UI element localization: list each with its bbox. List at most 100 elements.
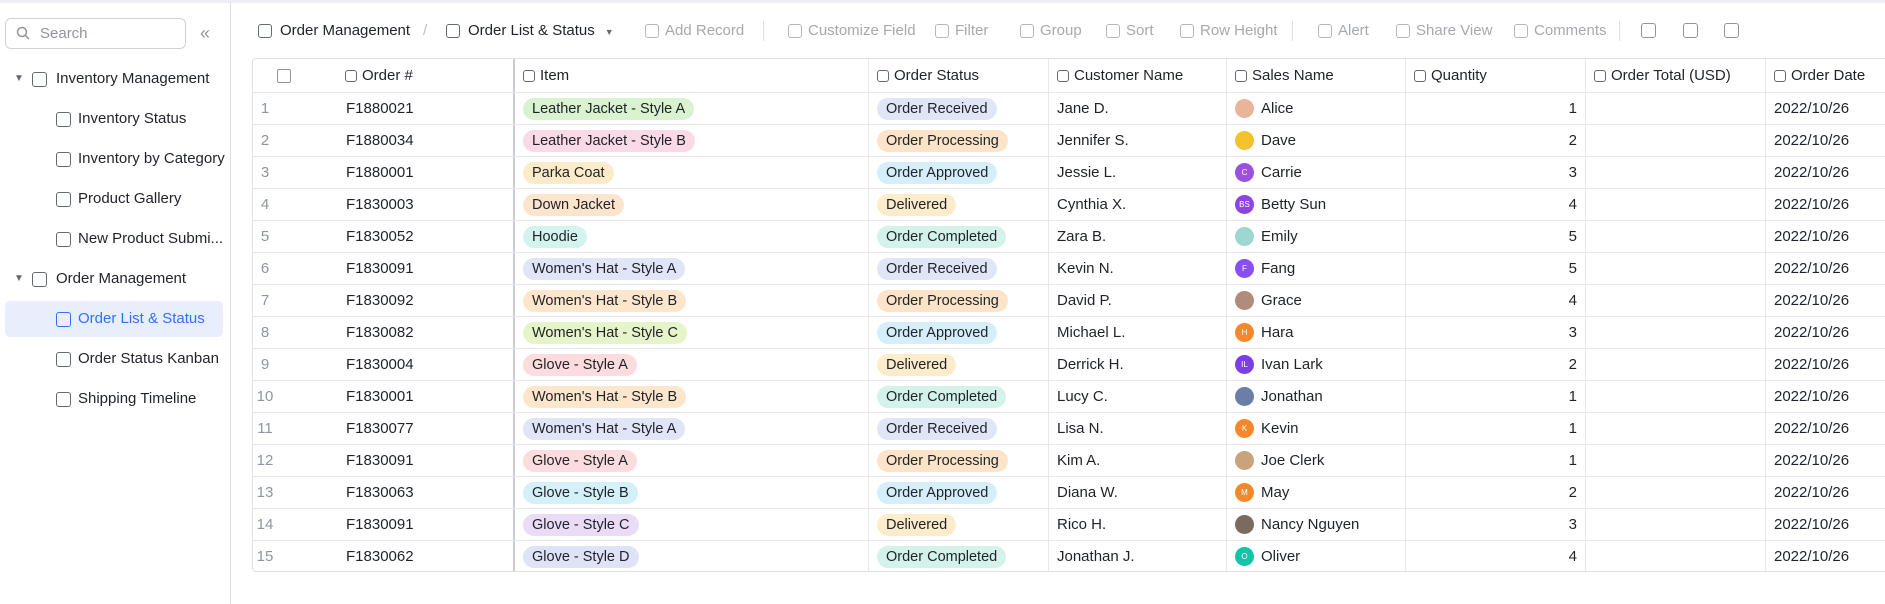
cell: 2022/10/26 (1766, 221, 1885, 252)
cell: Order Processing (869, 125, 1049, 156)
header-cell[interactable]: Order Total (USD) (1586, 59, 1766, 92)
breadcrumb-item[interactable]: Order Management (280, 22, 411, 39)
cell (1586, 221, 1766, 252)
tree-child[interactable]: Inventory by Category (5, 141, 225, 177)
tree-child[interactable]: Shipping Timeline (5, 381, 223, 417)
search-box[interactable]: Search (5, 18, 186, 49)
tree-child[interactable]: Order List & Status (5, 301, 223, 337)
table-row[interactable]: 2 F1880034 Leather Jacket - Style B Order P… (253, 125, 1885, 157)
cell: Order Approved (869, 157, 1049, 188)
toolbar-action[interactable]: Filter (935, 17, 988, 45)
toolbar-action[interactable]: Group (1020, 17, 1082, 45)
tree-child[interactable]: Product Gallery (5, 181, 223, 217)
cell: F1880021 (337, 93, 515, 124)
icon (788, 24, 802, 39)
toolbar-action[interactable]: Alert (1318, 17, 1369, 45)
table-row[interactable]: 3 F1880001 Parka Coat Order Approved Jessie … (253, 157, 1885, 189)
header-cell[interactable]: Order Date (1766, 59, 1885, 92)
quantity: 1 (1568, 388, 1577, 405)
column-header: Order Date (1791, 67, 1866, 84)
cell: 2022/10/26 (1766, 381, 1885, 412)
cell: 2022/10/26 (1766, 125, 1885, 156)
toolbar-icon[interactable] (1683, 23, 1698, 38)
table-row[interactable]: 13 F1830063 Glove - Style B Order Approved D… (253, 477, 1885, 509)
view-name[interactable]: Order List & Status ▼ (446, 17, 614, 45)
cell: Leather Jacket - Style B (515, 125, 869, 156)
cell: 4 (1406, 285, 1586, 316)
table-row[interactable]: 6 F1830091 Women's Hat - Style A Order Rece… (253, 253, 1885, 285)
cell: H Hara (1227, 317, 1406, 348)
tree-group[interactable]: ▼ Order Management (5, 261, 223, 297)
avatar (1235, 131, 1254, 150)
tree-child[interactable]: Order Status Kanban (5, 341, 223, 377)
cell: F1830091 (337, 445, 515, 476)
view-label: Inventory Status (78, 110, 187, 127)
header-cell[interactable]: Customer Name (1049, 59, 1227, 92)
sales-name: Joe Clerk (1261, 452, 1325, 469)
view-icon (56, 192, 71, 207)
avatar: C (1235, 163, 1254, 182)
order-date: 2022/10/26 (1774, 164, 1850, 181)
toolbar-action[interactable]: Customize Field (788, 17, 916, 45)
table-row[interactable]: 12 F1830091 Glove - Style A Order Processin… (253, 445, 1885, 477)
tree-group[interactable]: ▼ Inventory Management (5, 61, 223, 97)
breadcrumb-sep: / (423, 22, 428, 39)
view-label: Product Gallery (78, 190, 182, 207)
order-date: 2022/10/26 (1774, 420, 1850, 437)
table-row[interactable]: 8 F1830082 Women's Hat - Style C Order Appr… (253, 317, 1885, 349)
collapse-button[interactable]: « (200, 23, 211, 43)
order-number: F1880021 (346, 100, 414, 117)
cell: Parka Coat (515, 157, 869, 188)
main: Order Management / Order List & Status ▼ Add… (231, 0, 1885, 604)
cell: 2022/10/26 (1766, 413, 1885, 444)
status-tag: Order Approved (877, 481, 998, 504)
customer-name: David P. (1057, 292, 1112, 309)
tree-child[interactable]: Inventory Status (5, 101, 223, 137)
view-label: Order List & Status (78, 310, 205, 327)
table-row[interactable]: 9 F1830004 Glove - Style A Delivered Derrick… (253, 349, 1885, 381)
cell: F1830077 (337, 413, 515, 444)
toolbar-action[interactable]: Share View (1396, 17, 1492, 45)
cell: IL Ivan Lark (1227, 349, 1406, 380)
cell: 14 (253, 509, 337, 540)
cell: F1830091 (337, 509, 515, 540)
cell: 11 (253, 413, 337, 444)
header-cell[interactable]: Sales Name (1227, 59, 1406, 92)
column-header: Sales Name (1252, 67, 1334, 84)
toolbar-icon[interactable] (1724, 23, 1739, 38)
toolbar-action[interactable]: Comments (1514, 17, 1607, 45)
action-label: Alert (1338, 22, 1369, 39)
sales-name: Oliver (1261, 548, 1301, 565)
order-number: F1830091 (346, 452, 414, 469)
table-row[interactable]: 15 F1830062 Glove - Style D Order Completed… (253, 541, 1885, 571)
table-row[interactable]: 1 F1880021 Leather Jacket - Style A Order R… (253, 93, 1885, 125)
table-row[interactable]: 7 F1830092 Women's Hat - Style B Order Proc… (253, 285, 1885, 317)
table-row[interactable]: 10 F1830001 Women's Hat - Style B Order Com… (253, 381, 1885, 413)
quantity: 1 (1568, 420, 1577, 437)
row-number: 14 (256, 516, 274, 533)
cell (1586, 125, 1766, 156)
table-row[interactable]: 14 F1830091 Glove - Style C Delivered Rico H… (253, 509, 1885, 541)
sales-name: Alice (1261, 100, 1294, 117)
cell: F1830092 (337, 285, 515, 316)
column-header: Quantity (1431, 67, 1487, 84)
toolbar-action[interactable]: Sort (1106, 17, 1154, 45)
cell: BS Betty Sun (1227, 189, 1406, 220)
table-row[interactable]: 4 F1830003 Down Jacket Delivered Cynthia X. B… (253, 189, 1885, 221)
column-header: Order Total (USD) (1611, 67, 1731, 84)
table-row[interactable]: 5 F1830052 Hoodie Order Completed Zara B. Emi… (253, 221, 1885, 253)
tree-child[interactable]: New Product Submi... (5, 221, 223, 257)
column-header: Customer Name (1074, 67, 1184, 84)
toolbar-action[interactable]: Add Record (645, 17, 744, 45)
header-cell[interactable]: Order Status (869, 59, 1049, 92)
select-all-checkbox[interactable] (277, 68, 291, 83)
table-row[interactable]: 11 F1830077 Women's Hat - Style A Order Rec… (253, 413, 1885, 445)
header-cell[interactable]: Quantity (1406, 59, 1586, 92)
customer-name: Zara B. (1057, 228, 1107, 245)
divider (1292, 21, 1293, 41)
header-cell[interactable]: Order # (337, 59, 515, 92)
toolbar-action[interactable]: Row Height (1180, 17, 1278, 45)
toolbar-icon[interactable] (1641, 23, 1656, 38)
header-cell[interactable]: Item (515, 59, 869, 92)
cell: Delivered (869, 349, 1049, 380)
